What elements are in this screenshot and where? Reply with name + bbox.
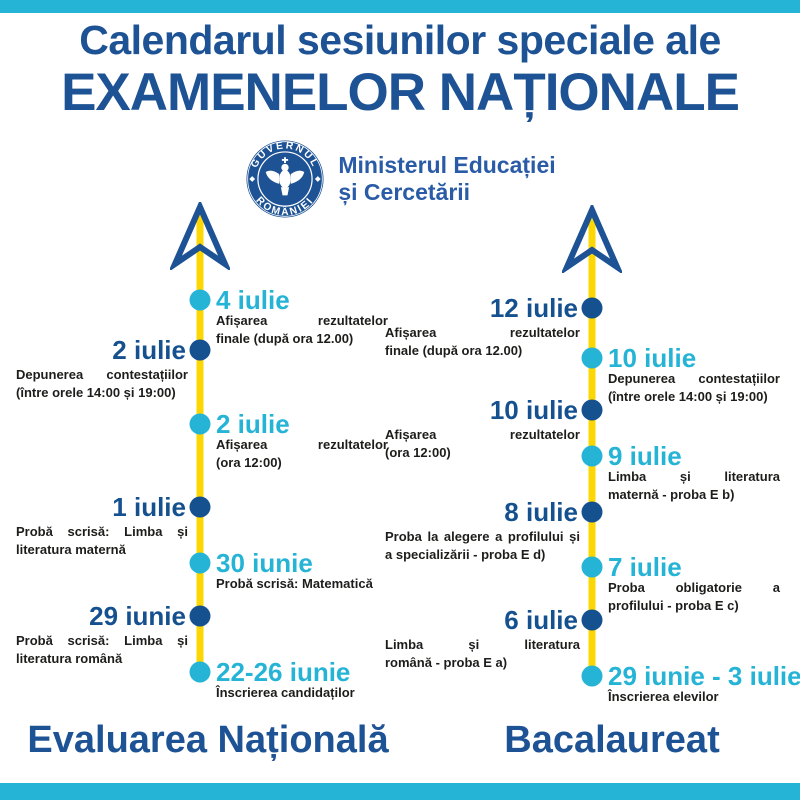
event-description-line: Înscrierea candidaților: [216, 685, 355, 700]
event-description-line: profilului - proba E c): [608, 598, 739, 613]
event-date: 1 iulie: [112, 492, 186, 522]
event-date: 22-26 iunie: [216, 657, 351, 687]
event-description: Limba și literatura maternă - proba E b): [608, 468, 780, 504]
section-label-evaluarea-nationala: Evaluarea Națională: [27, 719, 389, 761]
event-description: Proba la alegere a profilului și a specia…: [385, 528, 580, 564]
event-date: 29 iunie: [89, 601, 186, 631]
event-dot: [581, 399, 603, 421]
event-date: 2 iulie: [112, 335, 186, 365]
ministry-branding: GUVERNUL ROMÂNIEI Ministerul Educației ș…: [0, 138, 800, 220]
bottom-accent-bar: [0, 783, 800, 800]
event-description: Limba și literatura română - proba E a): [385, 636, 580, 672]
eagle-emblem: [266, 157, 305, 196]
event-date: 12 iulie: [489, 293, 578, 323]
event-description-line: Afișarea rezultatelor: [385, 427, 580, 442]
event-description: Proba obligatorie a profilului - proba E …: [608, 579, 780, 615]
event-dot: [189, 339, 211, 361]
event-dot: [189, 605, 211, 627]
event-description-line: Limba și literatura: [385, 637, 580, 652]
event-description: Depunerea contestațiilor (între orele 14:…: [16, 366, 188, 402]
event-date: 29 iunie - 3 iulie: [608, 661, 800, 691]
event-description: Afișarea rezultatelor (ora 12:00): [216, 436, 388, 472]
event-dot: [189, 289, 211, 311]
up-arrow-icon: [170, 202, 230, 270]
up-arrow-icon: [562, 205, 622, 273]
event-date: 10 iulie: [489, 395, 578, 425]
event-description-line: Probă scrisă: Limba și: [16, 633, 188, 648]
event-dot: [581, 665, 603, 687]
event-description: Înscrierea elevilor: [608, 688, 780, 706]
event-dot: [581, 609, 603, 631]
event-description: Înscrierea candidaților: [216, 684, 388, 702]
event-dot: [189, 496, 211, 518]
event-dot: [189, 552, 211, 574]
event-description: Afișarea rezultatelor (ora 12:00): [385, 426, 580, 462]
event-description-line: finale (după ora 12.00): [385, 343, 523, 358]
event-description-line: maternă - proba E b): [608, 487, 735, 502]
event-description-line: Limba și literatura: [608, 469, 780, 484]
event-description-line: literatura maternă: [16, 542, 126, 557]
event-date: 10 iulie: [608, 343, 697, 373]
event-description-line: finale (după ora 12.00): [216, 331, 354, 346]
event-date: 4 iulie: [216, 285, 290, 315]
event-description: Afișarea rezultatelor finale (după ora 12…: [216, 312, 388, 348]
event-description-line: Afișarea rezultatelor: [385, 325, 580, 340]
event-description: Probă scrisă: Matematică: [216, 575, 388, 593]
event-description-line: (ora 12:00): [216, 455, 282, 470]
event-dot: [581, 501, 603, 523]
section-label-bacalaureat: Bacalaureat: [504, 719, 720, 761]
ministry-name: Ministerul Educației și Cercetării: [338, 152, 555, 206]
event-date: 9 iulie: [608, 441, 682, 471]
event-date: 2 iulie: [216, 409, 290, 439]
event-description-line: română - proba E a): [385, 655, 508, 670]
event-description: Depunerea contestațiilor (între orele 14:…: [608, 370, 780, 406]
event-dot: [189, 413, 211, 435]
event-description-line: (între orele 14:00 și 19:00): [16, 385, 176, 400]
event-dot: [189, 661, 211, 683]
event-dot: [581, 297, 603, 319]
event-dot: [581, 445, 603, 467]
page-title-line-2: EXAMENELOR NAȚIONALE: [61, 63, 740, 122]
event-date: 8 iulie: [504, 497, 578, 527]
event-description-line: Înscrierea elevilor: [608, 689, 719, 704]
event-description: Probă scrisă: Limba și literatura maternă: [16, 523, 188, 559]
event-description-line: Depunerea contestațiilor: [608, 371, 780, 386]
event-description-line: Proba obligatorie a: [608, 580, 780, 595]
event-description-line: Afișarea rezultatelor: [216, 437, 388, 452]
event-description-line: Probă scrisă: Matematică: [216, 576, 373, 591]
event-description-line: Probă scrisă: Limba și: [16, 524, 188, 539]
government-seal-logo: GUVERNUL ROMÂNIEI: [246, 140, 324, 218]
event-date: 7 iulie: [608, 552, 682, 582]
event-description-line: a specializării - proba E d): [385, 547, 546, 562]
event-date: 30 iunie: [216, 548, 313, 578]
page-title-line-1: Calendarul sesiunilor speciale ale: [79, 17, 721, 63]
event-description-line: Proba la alegere a profilului și: [385, 529, 580, 544]
event-dot: [581, 347, 603, 369]
event-description-line: Afișarea rezultatelor: [216, 313, 388, 328]
event-description-line: literatura română: [16, 651, 123, 666]
event-description-line: Depunerea contestațiilor: [16, 367, 188, 382]
ministry-name-line-1: Ministerul Educației: [338, 152, 556, 178]
event-description: Afișarea rezultatelor finale (după ora 12…: [385, 324, 580, 360]
event-description-line: (ora 12:00): [385, 445, 451, 460]
event-date: 6 iulie: [504, 605, 578, 635]
event-dot: [581, 556, 603, 578]
event-description-line: (între orele 14:00 și 19:00): [608, 389, 768, 404]
event-description: Probă scrisă: Limba și literatura română: [16, 632, 188, 668]
timeline-line: [196, 208, 204, 678]
ministry-name-line-2: și Cercetării: [338, 179, 471, 205]
top-accent-bar: [0, 0, 800, 13]
